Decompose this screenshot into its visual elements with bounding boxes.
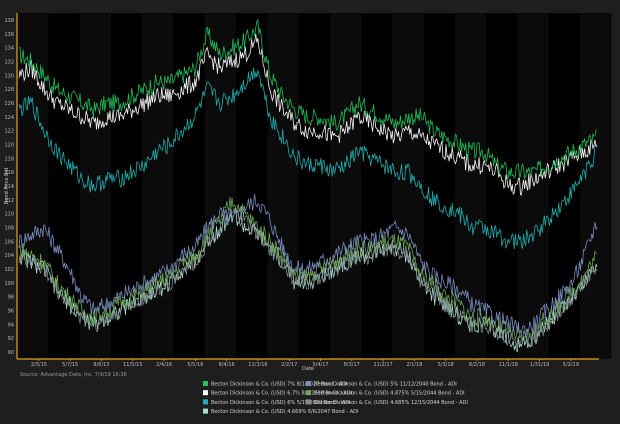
legend-swatch (306, 390, 311, 396)
x-tick-label: 2/5/15 (31, 362, 47, 368)
y-tick-label: 90 (8, 350, 14, 356)
legend-swatch (203, 390, 208, 396)
x-tick-label: 11/3/16 (248, 362, 267, 368)
y-tick-label: 132 (4, 59, 14, 65)
x-tick-label: 5/3/18 (438, 362, 454, 368)
plot-stripe (204, 13, 237, 359)
y-tick-label: 136 (4, 32, 14, 38)
plot-stripe (17, 13, 49, 359)
y-axis-title: Bond Price Bid (4, 168, 10, 204)
y-tick-label: 94 (8, 322, 14, 328)
plot-stripe (329, 13, 362, 359)
x-tick-label: 5/4/17 (312, 362, 328, 368)
series-line (19, 18, 598, 180)
series-layer (18, 18, 598, 353)
legend-label: Becton Dickinson & Co. (USD) 5% 11/12/20… (314, 381, 457, 387)
x-axis-ticks: 2/5/15 5/7/15 8/6/15 11/5/15 2/4/16 5/5/16 8/4… (31, 359, 579, 368)
legend: Becton Dickinson & Co. (USD) 7% 8/1/2027… (203, 381, 468, 415)
plot-stripe (142, 13, 174, 359)
y-tick-label: 112 (4, 198, 14, 204)
plot-stripe (392, 13, 424, 359)
x-tick-label: 11/5/15 (123, 362, 142, 368)
y-tick-label: 118 (4, 156, 14, 162)
legend-label: Becton Dickinson & Co. (USD) 6% 5/15/203… (211, 400, 351, 406)
y-tick-label: 100 (4, 281, 14, 287)
y-tick-label: 124 (4, 115, 14, 121)
series-line (18, 207, 598, 348)
y-tick-label: 122 (4, 129, 14, 135)
legend-label: Becton Dickinson & Co. (USD) 7% 8/1/2027… (211, 381, 347, 387)
y-tick-label: 98 (8, 295, 14, 301)
legend-swatch (203, 408, 208, 414)
legend-label: Becton Dickinson & Co. (USD) 4.875% 5/15… (314, 391, 465, 397)
x-tick-label: 8/6/15 (93, 362, 109, 368)
x-tick-label: 11/1/18 (499, 362, 518, 368)
x-tick-label: 8/3/17 (344, 362, 360, 368)
x-tick-label: 8/4/16 (219, 362, 235, 368)
legend-label: Becton Dickinson & Co. (USD) 6.7% 8/1/20… (211, 391, 352, 397)
y-tick-label: 114 (4, 184, 14, 190)
legend-swatch (203, 399, 208, 405)
y-tick-label: 134 (4, 46, 14, 52)
x-tick-label: 2/4/16 (156, 362, 172, 368)
legend-swatch (203, 381, 208, 386)
legend-label: Becton Dickinson & Co. (USD) 4.685% 12/1… (314, 400, 468, 406)
series-line (18, 194, 598, 339)
y-tick-label: 102 (4, 267, 14, 273)
x-tick-label: 5/7/15 (62, 362, 78, 368)
x-tick-label: 8/2/18 (469, 362, 485, 368)
x-tick-label: 5/2/19 (563, 362, 579, 368)
y-tick-label: 96 (8, 309, 14, 315)
y-tick-label: 106 (4, 239, 14, 245)
x-tick-label: 1/31/19 (530, 362, 549, 368)
y-tick-label: 138 (4, 18, 14, 24)
y-tick-label: 110 (4, 212, 14, 218)
y-tick-label: 128 (4, 87, 14, 93)
plot-stripe (580, 13, 612, 359)
legend-swatch (306, 381, 311, 386)
y-tick-label: 104 (4, 253, 14, 259)
y-tick-label: 120 (4, 142, 14, 148)
x-axis-title: Date (302, 366, 314, 372)
x-tick-label: 2/2/17 (281, 362, 297, 368)
plot-stripe (267, 13, 299, 359)
plot-stripe (455, 13, 487, 359)
series-line (18, 67, 598, 250)
y-axis-ticks: 90 92 94 96 98 100 102 104 106 108 110 112 114 116 118… (4, 18, 14, 356)
series-line (18, 207, 598, 353)
x-tick-label: 11/2/17 (373, 362, 392, 368)
x-tick-label: 5/5/16 (187, 362, 203, 368)
y-tick-label: 92 (8, 336, 14, 342)
series-line (18, 196, 598, 342)
source-note: Source: Advantage Data, Inc. 7/9/19 16:3… (20, 372, 127, 378)
legend-swatch (306, 399, 311, 405)
y-tick-label: 126 (4, 101, 14, 107)
y-tick-label: 116 (4, 170, 14, 176)
x-tick-label: 2/1/18 (406, 362, 422, 368)
y-tick-label: 130 (4, 73, 14, 79)
series-line (18, 33, 598, 196)
legend-label: Becton Dickinson & Co. (USD) 4.669% 6/6/… (211, 409, 358, 415)
y-tick-label: 108 (4, 226, 14, 232)
